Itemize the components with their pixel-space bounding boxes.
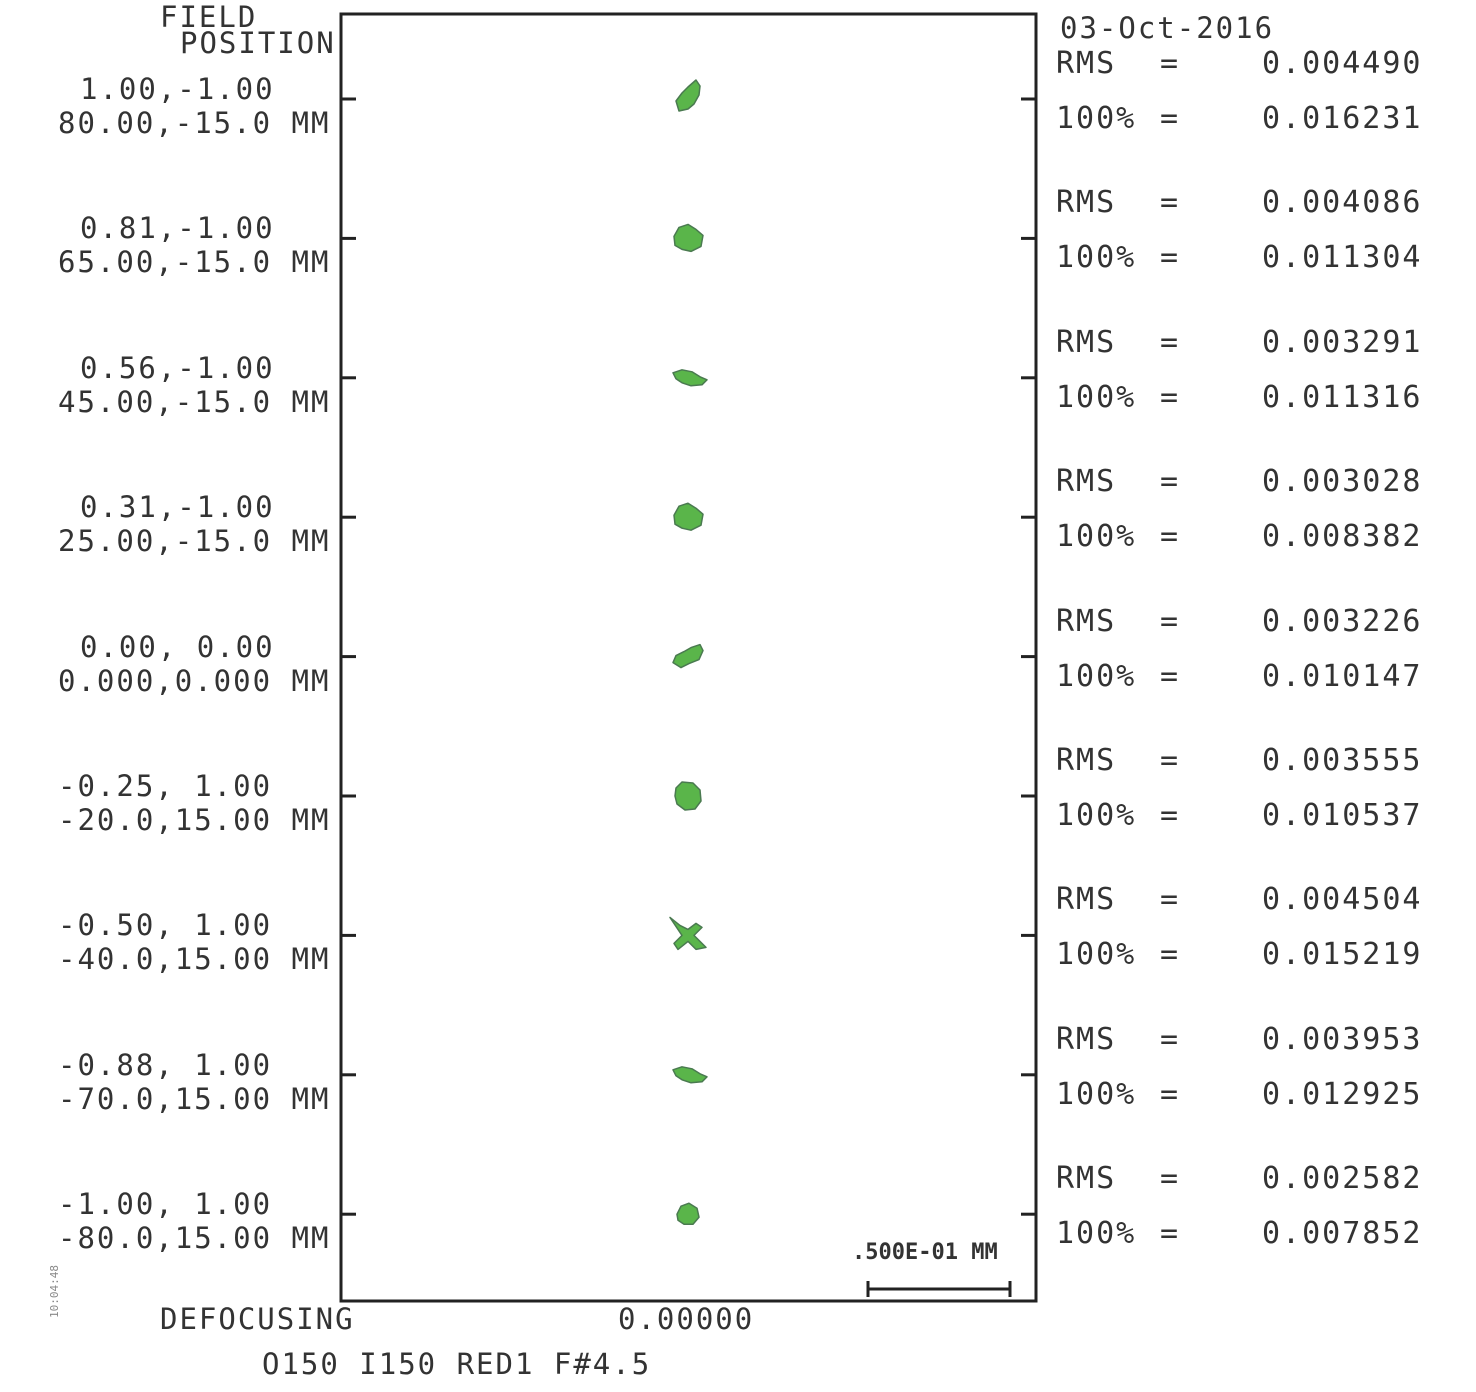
field-norm-label: -0.50, 1.00 bbox=[58, 908, 273, 943]
geo-equals: = bbox=[1160, 519, 1181, 555]
spot-8 bbox=[672, 1066, 708, 1084]
field-norm-label: -0.88, 1.00 bbox=[58, 1047, 273, 1082]
geo-label: 100% bbox=[1056, 798, 1137, 833]
spot-6 bbox=[674, 781, 702, 811]
field-position-label: -40.0,15.00 MM bbox=[58, 942, 331, 977]
field-norm-label: -1.00, 1.00 bbox=[58, 1187, 273, 1222]
rms-equals: = bbox=[1160, 324, 1181, 360]
geo-label: 100% bbox=[1056, 379, 1137, 415]
field-position-label: 80.00,-15.0 MM bbox=[58, 106, 331, 140]
geo-value: 0.007852 bbox=[1262, 1216, 1423, 1252]
field-header-line1: FIELD bbox=[160, 0, 258, 34]
field-position-label: -70.0,15.00 MM bbox=[58, 1081, 331, 1116]
geo-value: 0.008382 bbox=[1262, 519, 1423, 555]
geo-value: 0.012925 bbox=[1262, 1076, 1423, 1112]
field-position-label: 0.000,0.000 MM bbox=[58, 663, 331, 698]
rms-label: RMS bbox=[1056, 1161, 1117, 1197]
rms-label: RMS bbox=[1056, 743, 1117, 778]
rms-value: 0.002582 bbox=[1262, 1161, 1423, 1197]
field-norm-label: 0.00, 0.00 bbox=[80, 629, 275, 664]
plot-subtitle: O150 I150 RED1 F#4.5 bbox=[262, 1347, 652, 1381]
spot-7 bbox=[669, 916, 707, 951]
geo-label: 100% bbox=[1056, 1076, 1137, 1112]
rms-equals: = bbox=[1160, 464, 1181, 500]
geo-equals: = bbox=[1160, 379, 1181, 415]
geo-equals: = bbox=[1160, 240, 1181, 276]
geo-equals: = bbox=[1160, 1216, 1181, 1252]
spot-2 bbox=[673, 223, 704, 253]
rms-value: 0.003291 bbox=[1262, 324, 1423, 360]
rms-label: RMS bbox=[1056, 46, 1117, 81]
field-norm-label: 0.31,-1.00 bbox=[80, 490, 275, 525]
rms-label: RMS bbox=[1056, 603, 1117, 639]
rms-value: 0.003953 bbox=[1262, 1021, 1423, 1057]
rms-equals: = bbox=[1160, 185, 1181, 221]
field-norm-label: -0.25, 1.00 bbox=[58, 769, 273, 803]
geo-value: 0.015219 bbox=[1262, 937, 1423, 973]
rms-value: 0.003028 bbox=[1262, 464, 1423, 500]
rms-label: RMS bbox=[1056, 464, 1117, 500]
scale-bar-label: .500E-01 MM bbox=[852, 1240, 998, 1265]
geo-equals: = bbox=[1160, 101, 1181, 136]
defocusing-label: DEFOCUSING bbox=[160, 1302, 355, 1336]
rms-value: 0.004490 bbox=[1262, 46, 1423, 81]
scale-bar bbox=[866, 1281, 1012, 1297]
field-norm-label: 0.56,-1.00 bbox=[80, 350, 275, 385]
geo-value: 0.011316 bbox=[1262, 379, 1423, 415]
geo-label: 100% bbox=[1056, 1216, 1137, 1252]
geo-value: 0.010147 bbox=[1262, 658, 1423, 694]
field-position-label: -80.0,15.00 MM bbox=[58, 1221, 331, 1256]
rms-equals: = bbox=[1160, 46, 1181, 81]
spot-9 bbox=[676, 1202, 700, 1225]
rms-value: 0.003226 bbox=[1262, 603, 1423, 639]
field-position-label: 65.00,-15.0 MM bbox=[58, 245, 331, 280]
field-norm-label: 0.81,-1.00 bbox=[80, 211, 275, 246]
geo-label: 100% bbox=[1056, 658, 1137, 694]
geo-label: 100% bbox=[1056, 937, 1137, 973]
field-position-label: 45.00,-15.0 MM bbox=[58, 384, 331, 419]
geo-label: 100% bbox=[1056, 519, 1137, 555]
rms-label: RMS bbox=[1056, 185, 1117, 221]
geo-value: 0.010537 bbox=[1262, 798, 1423, 833]
rms-equals: = bbox=[1160, 1161, 1181, 1197]
rms-value: 0.004086 bbox=[1262, 185, 1423, 221]
rms-equals: = bbox=[1160, 743, 1181, 778]
rms-value: 0.003555 bbox=[1262, 743, 1423, 778]
geo-label: 100% bbox=[1056, 240, 1137, 276]
geo-value: 0.016231 bbox=[1262, 101, 1423, 136]
side-timestamp: 10:04:48 bbox=[48, 1265, 61, 1318]
geo-equals: = bbox=[1160, 798, 1181, 833]
rms-label: RMS bbox=[1056, 1021, 1117, 1057]
spot-3 bbox=[672, 369, 708, 387]
geo-equals: = bbox=[1160, 1076, 1181, 1112]
defocus-value: 0.00000 bbox=[618, 1302, 755, 1336]
geo-equals: = bbox=[1160, 937, 1181, 973]
geo-value: 0.011304 bbox=[1262, 240, 1423, 276]
rms-label: RMS bbox=[1056, 882, 1117, 918]
spot-1 bbox=[675, 79, 701, 112]
field-position-label: -20.0,15.00 MM bbox=[58, 803, 331, 837]
rms-equals: = bbox=[1160, 882, 1181, 918]
rms-equals: = bbox=[1160, 603, 1181, 639]
rms-label: RMS bbox=[1056, 324, 1117, 360]
spot-4 bbox=[673, 502, 704, 531]
rms-value: 0.004504 bbox=[1262, 882, 1423, 918]
plot-date: 03-Oct-2016 bbox=[1060, 11, 1275, 45]
geo-equals: = bbox=[1160, 658, 1181, 694]
field-norm-label: 1.00,-1.00 bbox=[80, 72, 275, 106]
field-ticks bbox=[341, 97, 1036, 1216]
geo-label: 100% bbox=[1056, 101, 1137, 136]
spot-5 bbox=[672, 643, 704, 669]
rms-equals: = bbox=[1160, 1021, 1181, 1057]
field-header-line2: POSITION bbox=[180, 26, 336, 60]
field-position-label: 25.00,-15.0 MM bbox=[58, 524, 331, 559]
spots bbox=[669, 79, 708, 1225]
